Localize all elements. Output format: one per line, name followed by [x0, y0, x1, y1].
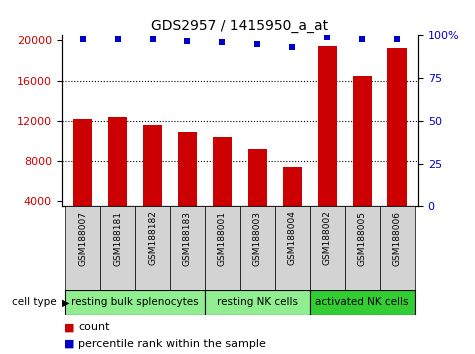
Bar [73, 119, 92, 241]
Text: GSM188001: GSM188001 [218, 211, 227, 266]
Text: ■: ■ [64, 339, 75, 349]
Bar [170, 206, 205, 290]
Text: GSM188005: GSM188005 [358, 211, 367, 266]
Point [218, 39, 226, 45]
Bar [240, 206, 275, 290]
Point [149, 36, 156, 42]
Bar [213, 137, 232, 241]
Bar [65, 206, 100, 290]
Text: GSM188181: GSM188181 [113, 211, 122, 266]
Bar [388, 48, 407, 241]
Bar [283, 167, 302, 241]
Bar [380, 206, 415, 290]
Point [114, 36, 122, 42]
Point [184, 38, 191, 43]
Bar [318, 46, 337, 241]
Bar [135, 206, 170, 290]
Text: GSM188183: GSM188183 [183, 211, 192, 266]
Bar [310, 290, 415, 315]
Text: GSM188006: GSM188006 [392, 211, 401, 266]
Bar [345, 206, 380, 290]
Bar [65, 290, 205, 315]
Bar [100, 206, 135, 290]
Point [358, 36, 366, 42]
Text: resting bulk splenocytes: resting bulk splenocytes [71, 297, 199, 307]
Point [79, 36, 86, 42]
Bar [310, 206, 345, 290]
Text: GSM188004: GSM188004 [288, 211, 297, 266]
Text: ▶: ▶ [62, 297, 69, 307]
Point [254, 41, 261, 47]
Bar [352, 76, 372, 241]
Bar [178, 132, 197, 241]
Text: percentile rank within the sample: percentile rank within the sample [78, 339, 266, 349]
Bar [205, 206, 240, 290]
Bar [275, 206, 310, 290]
Bar [205, 290, 310, 315]
Bar [248, 149, 267, 241]
Point [323, 34, 331, 40]
Text: GSM188002: GSM188002 [323, 211, 332, 266]
Bar [143, 125, 162, 241]
Point [288, 45, 296, 50]
Text: activated NK cells: activated NK cells [315, 297, 409, 307]
Point [393, 36, 401, 42]
Text: GSM188182: GSM188182 [148, 211, 157, 266]
Text: GSM188003: GSM188003 [253, 211, 262, 266]
Text: ■: ■ [64, 322, 75, 332]
Title: GDS2957 / 1415950_a_at: GDS2957 / 1415950_a_at [152, 19, 328, 33]
Bar [108, 117, 127, 241]
Text: count: count [78, 322, 110, 332]
Text: cell type: cell type [12, 297, 57, 307]
Text: GSM188007: GSM188007 [78, 211, 87, 266]
Text: resting NK cells: resting NK cells [217, 297, 298, 307]
